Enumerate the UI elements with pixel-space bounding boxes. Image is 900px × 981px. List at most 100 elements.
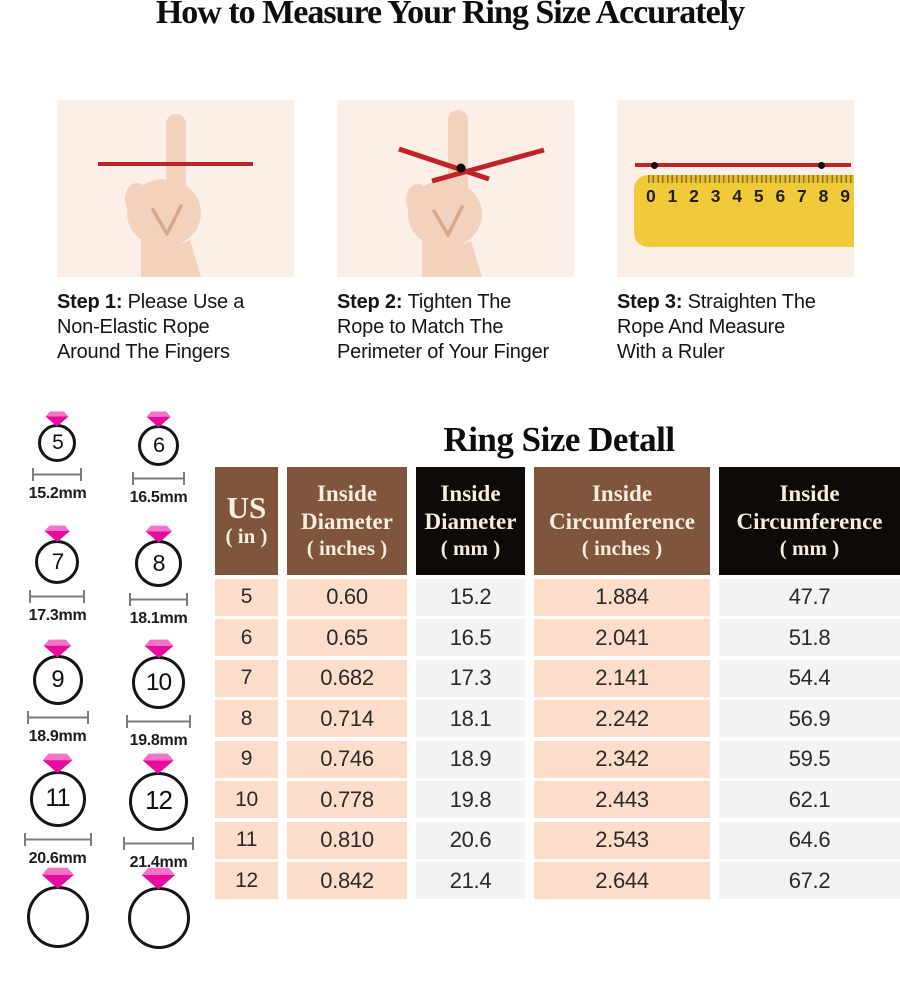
header-line: US <box>226 489 267 525</box>
ruler-number: 9 <box>840 186 850 206</box>
step-3-caption: Step 3: Straighten The Rope And Measure Wi… <box>617 290 873 365</box>
rope-knot-dot <box>456 163 466 173</box>
table-cell: 5 <box>215 578 278 616</box>
table-cell: 21.4 <box>416 862 525 899</box>
table-cell: 0.682 <box>287 659 407 697</box>
ring-circle: 5 <box>38 424 77 462</box>
ring-circle: 12 <box>129 771 188 831</box>
table-cell: 0.60 <box>287 578 407 616</box>
table-cell: 2.242 <box>534 700 710 737</box>
ring-size-item: 7 17.3mm <box>29 525 87 625</box>
step-1-caption: Step 1: Please Use a Non-Elastic Rope Arou… <box>57 290 313 365</box>
table-cell: 17.3 <box>416 659 525 697</box>
rope-mark-dot <box>818 161 825 169</box>
diameter-label: 19.8mm <box>129 732 188 749</box>
caption-line: Step 3: Straighten The <box>617 291 816 313</box>
caption-line: Step 2: Tighten The <box>337 291 512 313</box>
ruler-number: 0 <box>646 186 656 206</box>
caption-line: Non-Elastic Rope <box>57 316 210 338</box>
ring-circle <box>26 886 89 949</box>
table-cell: 12 <box>215 862 278 899</box>
table-cell: 2.543 <box>534 821 710 859</box>
header-line: Circumference <box>736 509 883 535</box>
ring-size-number: 9 <box>51 666 64 694</box>
ring-size-number: 12 <box>145 786 173 815</box>
ruler-number: 1 <box>667 186 678 206</box>
header-line: Inside <box>779 481 840 507</box>
ring-circle: 10 <box>132 656 185 709</box>
diamond-icon <box>44 525 71 543</box>
ring-size-item <box>26 867 89 949</box>
header-line: Diameter <box>301 509 393 535</box>
table-cell: 8 <box>215 700 278 737</box>
ring-circle: 9 <box>32 655 83 706</box>
diameter-bracket <box>131 471 185 485</box>
header-line: ( mm ) <box>440 536 501 561</box>
table-cell: 0.842 <box>287 862 407 899</box>
table-cell: 2.443 <box>534 781 710 818</box>
table-cell: 15.2 <box>416 578 525 616</box>
table-header-cell: Inside Circumference( inches ) <box>534 467 710 575</box>
diameter-label: 16.5mm <box>129 488 188 506</box>
ring-size-number: 6 <box>152 432 165 458</box>
table-cell: 11 <box>215 821 278 859</box>
caption-line: Rope to Match The <box>337 316 504 338</box>
ring-size-item: 10 19.8mm <box>126 639 191 750</box>
table-cell: 64.6 <box>719 821 900 859</box>
caption-line: Step 1: Please Use a <box>57 291 245 313</box>
page-title: How to Measure Your Ring Size Accurately <box>155 0 745 31</box>
diameter-bracket <box>123 836 194 850</box>
header-line: Circumference <box>548 509 696 535</box>
table-cell: 1.884 <box>534 578 710 616</box>
ruler-tick-marks <box>648 175 854 183</box>
table-cell: 19.8 <box>416 781 525 818</box>
ring-size-table: US( in ) Inside Diameter( inches ) Inside Di… <box>215 467 900 899</box>
diameter-label: 20.6mm <box>28 849 87 867</box>
diameter-label: 17.3mm <box>28 606 87 624</box>
header-line: ( inches ) <box>306 536 388 561</box>
table-cell: 2.644 <box>534 862 710 899</box>
diamond-icon <box>43 639 72 658</box>
diameter-bracket <box>32 468 83 481</box>
ring-circle: 6 <box>137 424 179 466</box>
ring-size-number: 8 <box>152 550 166 577</box>
rope-crossed-lines <box>398 146 545 184</box>
ruler-number: 6 <box>775 186 786 206</box>
diameter-bracket <box>126 715 191 728</box>
ruler-number: 5 <box>753 186 764 206</box>
table-cell: 62.1 <box>719 781 900 818</box>
table-cell: 6 <box>215 619 278 656</box>
header-line: Diameter <box>424 509 517 535</box>
table-header-cell: Inside Diameter( inches ) <box>287 467 407 575</box>
step-2-caption: Step 2: Tighten The Rope to Match The Peri… <box>337 290 593 365</box>
header-line: Inside <box>316 481 378 507</box>
ruler-number: 2 <box>689 186 699 206</box>
diameter-bracket <box>26 711 89 725</box>
diamond-icon <box>42 753 73 774</box>
header-line: ( mm ) <box>779 536 840 561</box>
table-cell: 0.65 <box>287 619 407 656</box>
table-cell: 10 <box>215 781 278 818</box>
diamond-icon <box>144 639 173 659</box>
ring-size-item: 9 18.9mm <box>26 639 89 746</box>
caption-line: With a Ruler <box>617 341 725 363</box>
table-cell: 2.041 <box>534 619 710 656</box>
diamond-icon <box>145 525 172 543</box>
ring-circle <box>127 887 190 950</box>
ring-size-item <box>127 867 190 950</box>
ring-size-diagram-grid: 5 15.2mm 6 16.5mm 7 17.3mm 8 <box>7 411 209 981</box>
ring-size-number: 10 <box>145 668 172 696</box>
header-line: ( inches ) <box>581 536 663 561</box>
table-cell: 18.1 <box>416 700 525 737</box>
ring-size-item: 12 21.4mm <box>123 753 194 872</box>
step-2: Step 2: Tighten The Rope to Match The Peri… <box>337 100 574 365</box>
header-line: ( in ) <box>225 524 268 549</box>
table-cell: 0.778 <box>287 781 407 818</box>
caption-line: Around The Fingers <box>57 341 230 363</box>
ruler-number: 8 <box>818 186 829 206</box>
ruler-number: 7 <box>797 186 807 206</box>
ruler-number: 3 <box>710 186 721 206</box>
